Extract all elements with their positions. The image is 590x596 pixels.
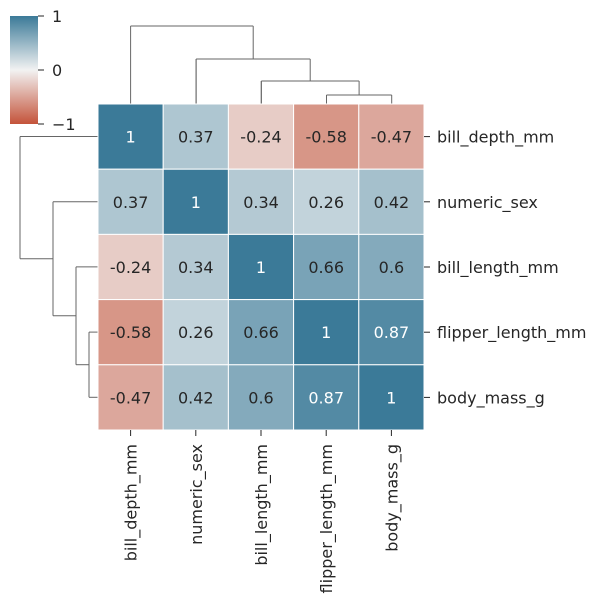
- cell-value-label: 0.87: [374, 323, 410, 342]
- cell-value-label: 1: [386, 388, 396, 407]
- heatmap-cell: [162, 168, 229, 235]
- cell-value-label: 0.42: [178, 388, 214, 407]
- cell-value-label: 0.34: [178, 258, 214, 277]
- cell-value-label: -0.24: [110, 258, 151, 277]
- row-labels: bill_depth_mm numeric_sex bill_length_mmfl…: [424, 128, 586, 408]
- heatmap-cell: [97, 168, 164, 235]
- heatmap-cell: [227, 233, 295, 301]
- row-label: flipper_length_mm: [437, 323, 586, 343]
- heatmap-cell: [293, 168, 360, 235]
- heatmap-cell: [97, 364, 164, 431]
- cell-value-label: 1: [321, 323, 331, 342]
- cell-value-label: 0.66: [308, 258, 344, 277]
- cell-value-label: 0.34: [243, 193, 279, 212]
- row-label: body_mass_g: [437, 388, 545, 408]
- cell-value-label: 0.26: [178, 323, 214, 342]
- row-label: bill_depth_mm: [437, 128, 554, 148]
- cell-value-label: 0.66: [243, 323, 279, 342]
- colorbar-tick-label: 0: [52, 61, 62, 80]
- column-dendrogram: [130, 25, 393, 104]
- heatmap-cell: [358, 103, 425, 170]
- row-label: bill_length_mm: [437, 258, 559, 278]
- heatmap-cell: [293, 103, 360, 170]
- column-label: body_mass_g: [382, 444, 402, 552]
- heatmap-cell: [227, 103, 295, 170]
- heatmap-cell: [293, 299, 360, 366]
- cell-value-label: 0.37: [178, 128, 214, 147]
- cell-value-label: 0.42: [374, 193, 410, 212]
- column-labels: bill_depth_mm numeric_sex bill_length_mm fl…: [122, 430, 402, 593]
- heatmap-cell: [227, 168, 295, 235]
- heatmap-cell: [227, 364, 295, 431]
- column-label: bill_depth_mm: [122, 444, 142, 561]
- row-label: numeric_sex: [437, 193, 538, 213]
- heatmap-cell: [227, 299, 295, 366]
- heatmap-cell: [358, 364, 425, 431]
- cell-value-label: 0.37: [113, 193, 149, 212]
- cell-value-label: -0.24: [240, 128, 281, 147]
- colorbar-tick-label: −1: [52, 115, 76, 134]
- heatmap-grid: 1 0.37 -0.24 -0.58 -0.47 0.37 1 0.34 0.26 0.42 -0.…: [97, 103, 425, 431]
- cell-value-label: -0.58: [305, 128, 346, 147]
- heatmap-cell: [162, 233, 229, 301]
- column-label: numeric_sex: [187, 444, 207, 545]
- column-label: flipper_length_mm: [317, 444, 337, 593]
- heatmap-cell: [358, 299, 425, 366]
- colorbar-tick-label: 1: [52, 7, 62, 26]
- row-dendrogram: [19, 136, 98, 398]
- heatmap-cell: [162, 364, 229, 431]
- cell-value-label: 0.87: [308, 388, 344, 407]
- cell-value-label: -0.47: [371, 128, 412, 147]
- cell-value-label: 0.26: [308, 193, 344, 212]
- colorbar: 1 0 −1: [10, 7, 76, 134]
- heatmap-cell: [293, 364, 360, 431]
- cell-value-label: -0.58: [110, 323, 151, 342]
- cell-value-label: 0.6: [248, 388, 273, 407]
- column-label: bill_length_mm: [252, 444, 272, 566]
- cell-value-label: 1: [126, 128, 136, 147]
- cell-value-label: 1: [256, 258, 266, 277]
- cell-value-label: 1: [191, 193, 201, 212]
- cell-value-label: -0.47: [110, 388, 151, 407]
- cell-value-label: 0.6: [379, 258, 404, 277]
- colorbar-gradient: [10, 16, 38, 124]
